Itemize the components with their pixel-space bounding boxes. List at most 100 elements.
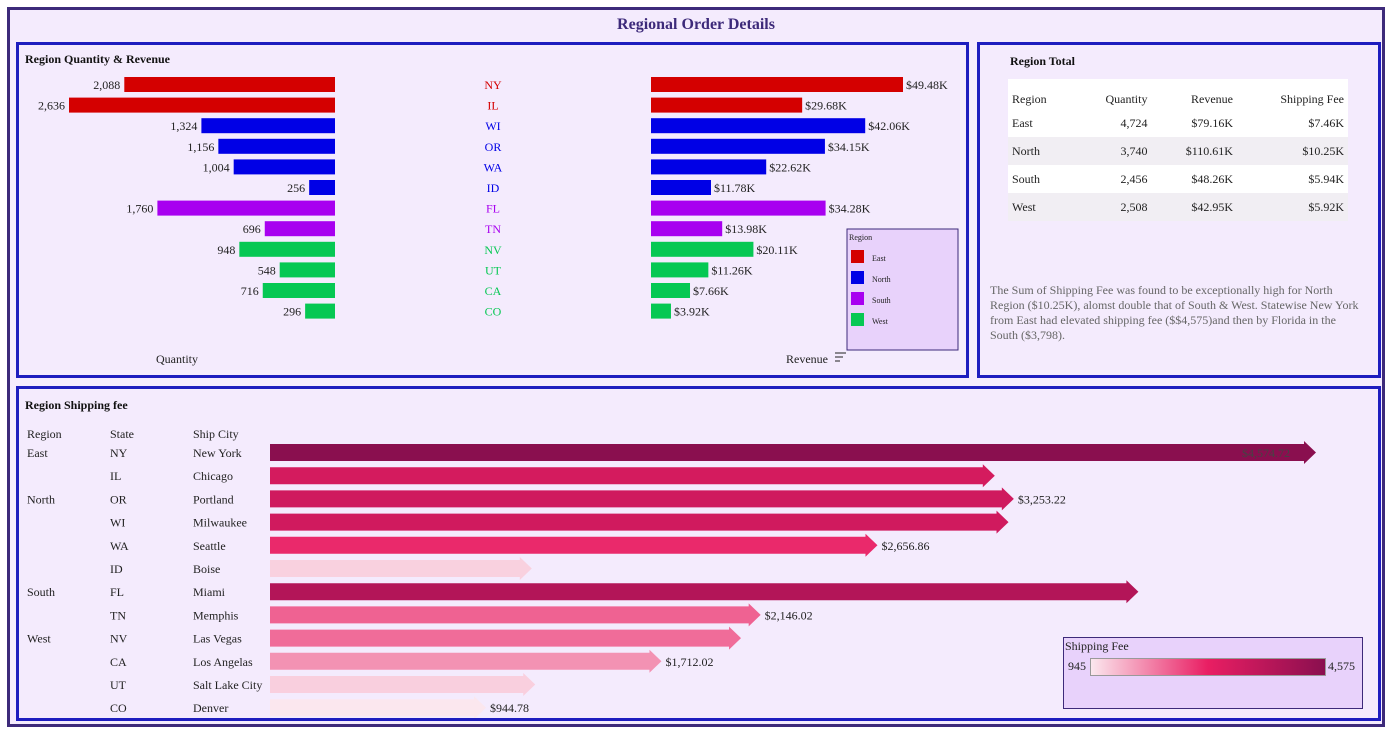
table-cell: 3,740 bbox=[1074, 137, 1152, 165]
quantity-data-label: 716 bbox=[241, 284, 259, 298]
region-quantity-revenue-panel: Region Quantity & Revenue 2,088 NY $49.48K… bbox=[16, 42, 969, 378]
region-label: North bbox=[27, 492, 55, 506]
city-label: Memphis bbox=[193, 608, 239, 622]
table-cell: $5.92K bbox=[1236, 193, 1348, 221]
state-label: WI bbox=[110, 516, 125, 530]
revenue-data-label: $7.66K bbox=[693, 284, 729, 298]
revenue-data-label: $34.28K bbox=[829, 202, 871, 216]
city-label: Seattle bbox=[193, 539, 226, 553]
legend-label: East bbox=[872, 254, 887, 263]
revenue-data-label: $20.11K bbox=[756, 243, 798, 257]
shipping-fee-bar bbox=[270, 603, 761, 627]
region-label: South bbox=[27, 585, 55, 599]
table-cell: East bbox=[1008, 109, 1075, 137]
state-label: FL bbox=[110, 585, 124, 599]
shipping-fee-chart: Region State Ship City East NY New York $4,574… bbox=[27, 427, 1316, 718]
state-label: OR bbox=[110, 492, 127, 506]
shipping-fee-bar bbox=[270, 696, 487, 718]
column-header: Quantity bbox=[1074, 79, 1152, 109]
panel-title: Region Quantity & Revenue bbox=[25, 52, 170, 66]
revenue-data-label: $34.15K bbox=[828, 140, 870, 154]
state-tick-label: TN bbox=[485, 222, 501, 236]
city-label: Portland bbox=[193, 492, 234, 506]
revenue-data-label: $22.62K bbox=[769, 160, 811, 174]
table-cell: $110.61K bbox=[1151, 137, 1237, 165]
quantity-data-label: 548 bbox=[258, 263, 276, 277]
shipping-fee-data-label: $2,656.86 bbox=[881, 539, 929, 553]
column-header: Ship City bbox=[193, 427, 239, 441]
revenue-bar bbox=[651, 283, 691, 298]
revenue-axis-label: Revenue bbox=[786, 352, 828, 366]
revenue-bar bbox=[651, 159, 767, 175]
revenue-bar bbox=[651, 221, 723, 237]
region-total-table: Region Quantity Revenue Shipping Fee Eas… bbox=[1008, 79, 1348, 221]
column-header: Region bbox=[27, 427, 62, 441]
table-cell: $42.95K bbox=[1151, 193, 1237, 221]
table-cell: West bbox=[1008, 193, 1075, 221]
state-tick-label: FL bbox=[486, 202, 500, 216]
legend-max-label: 4,575 bbox=[1328, 659, 1355, 673]
shipping-fee-bar bbox=[270, 441, 1316, 464]
page-title: Regional Order Details bbox=[617, 16, 775, 33]
quantity-data-label: 2,636 bbox=[38, 99, 65, 113]
shipping-fee-data-label: $3,253.22 bbox=[1018, 492, 1066, 506]
legend-label: North bbox=[872, 275, 891, 284]
state-tick-label: WA bbox=[484, 160, 503, 174]
revenue-bar bbox=[651, 97, 803, 113]
shipping-fee-bar bbox=[270, 464, 995, 488]
state-label: CA bbox=[110, 655, 127, 669]
revenue-bar bbox=[651, 303, 671, 319]
state-label: NY bbox=[110, 446, 128, 460]
quantity-bar bbox=[157, 200, 335, 216]
revenue-data-label: $3.92K bbox=[674, 305, 710, 319]
quantity-data-label: 256 bbox=[287, 181, 305, 195]
quantity-data-label: 696 bbox=[243, 222, 261, 236]
quantity-data-label: 1,324 bbox=[170, 119, 197, 133]
revenue-data-label: $11.78K bbox=[714, 181, 756, 195]
table-cell: 2,456 bbox=[1074, 165, 1152, 193]
shipping-fee-bar bbox=[270, 673, 536, 696]
table-cell: 2,508 bbox=[1074, 193, 1152, 221]
region-label: West bbox=[27, 632, 51, 646]
revenue-bar bbox=[651, 77, 903, 92]
shipping-fee-data-label: $944.78 bbox=[490, 701, 529, 715]
region-label: East bbox=[27, 446, 48, 460]
quantity-bar bbox=[201, 118, 335, 134]
quantity-data-label: 1,760 bbox=[126, 202, 153, 216]
table-row: East 4,724 $79.16K $7.46K bbox=[1008, 109, 1348, 137]
shipping-fee-bar bbox=[270, 487, 1014, 511]
state-tick-label: NY bbox=[484, 78, 502, 92]
sort-icon[interactable] bbox=[835, 352, 846, 362]
panel-title: Region Total bbox=[1010, 54, 1076, 68]
revenue-data-label: $42.06K bbox=[868, 119, 910, 133]
quantity-data-label: 1,156 bbox=[187, 140, 214, 154]
city-label: Boise bbox=[193, 562, 220, 576]
quantity-bar bbox=[124, 77, 335, 92]
dashboard-frame: Regional Order Details Region Quantity &… bbox=[7, 7, 1385, 727]
quantity-bar bbox=[279, 262, 335, 278]
revenue-bar bbox=[651, 138, 825, 154]
quantity-bar bbox=[239, 241, 335, 257]
legend-min-label: 945 bbox=[1068, 659, 1086, 673]
city-label: Las Vegas bbox=[193, 632, 242, 646]
region-total-panel: Region Total Region Quantity Revenue Shi… bbox=[977, 42, 1381, 378]
revenue-bar bbox=[651, 180, 711, 195]
quantity-bar bbox=[262, 283, 335, 298]
table-cell: $5.94K bbox=[1236, 165, 1348, 193]
shipping-fee-bar bbox=[270, 557, 532, 580]
table-cell: South bbox=[1008, 165, 1075, 193]
table-cell: North bbox=[1008, 137, 1075, 165]
state-label: CO bbox=[110, 701, 127, 715]
table-cell: $48.26K bbox=[1151, 165, 1237, 193]
region-legend: Region East North South West bbox=[846, 228, 959, 351]
revenue-data-label: $11.26K bbox=[711, 263, 753, 277]
city-label: Denver bbox=[193, 701, 228, 715]
shipping-fee-bar bbox=[270, 510, 1009, 534]
column-header: State bbox=[110, 427, 134, 441]
shipping-fee-bar bbox=[270, 533, 878, 557]
legend-gradient-bar bbox=[1090, 658, 1326, 676]
quantity-bar bbox=[218, 138, 335, 154]
table-cell: $10.25K bbox=[1236, 137, 1348, 165]
legend-swatch bbox=[851, 250, 864, 263]
legend-swatch bbox=[851, 271, 864, 284]
